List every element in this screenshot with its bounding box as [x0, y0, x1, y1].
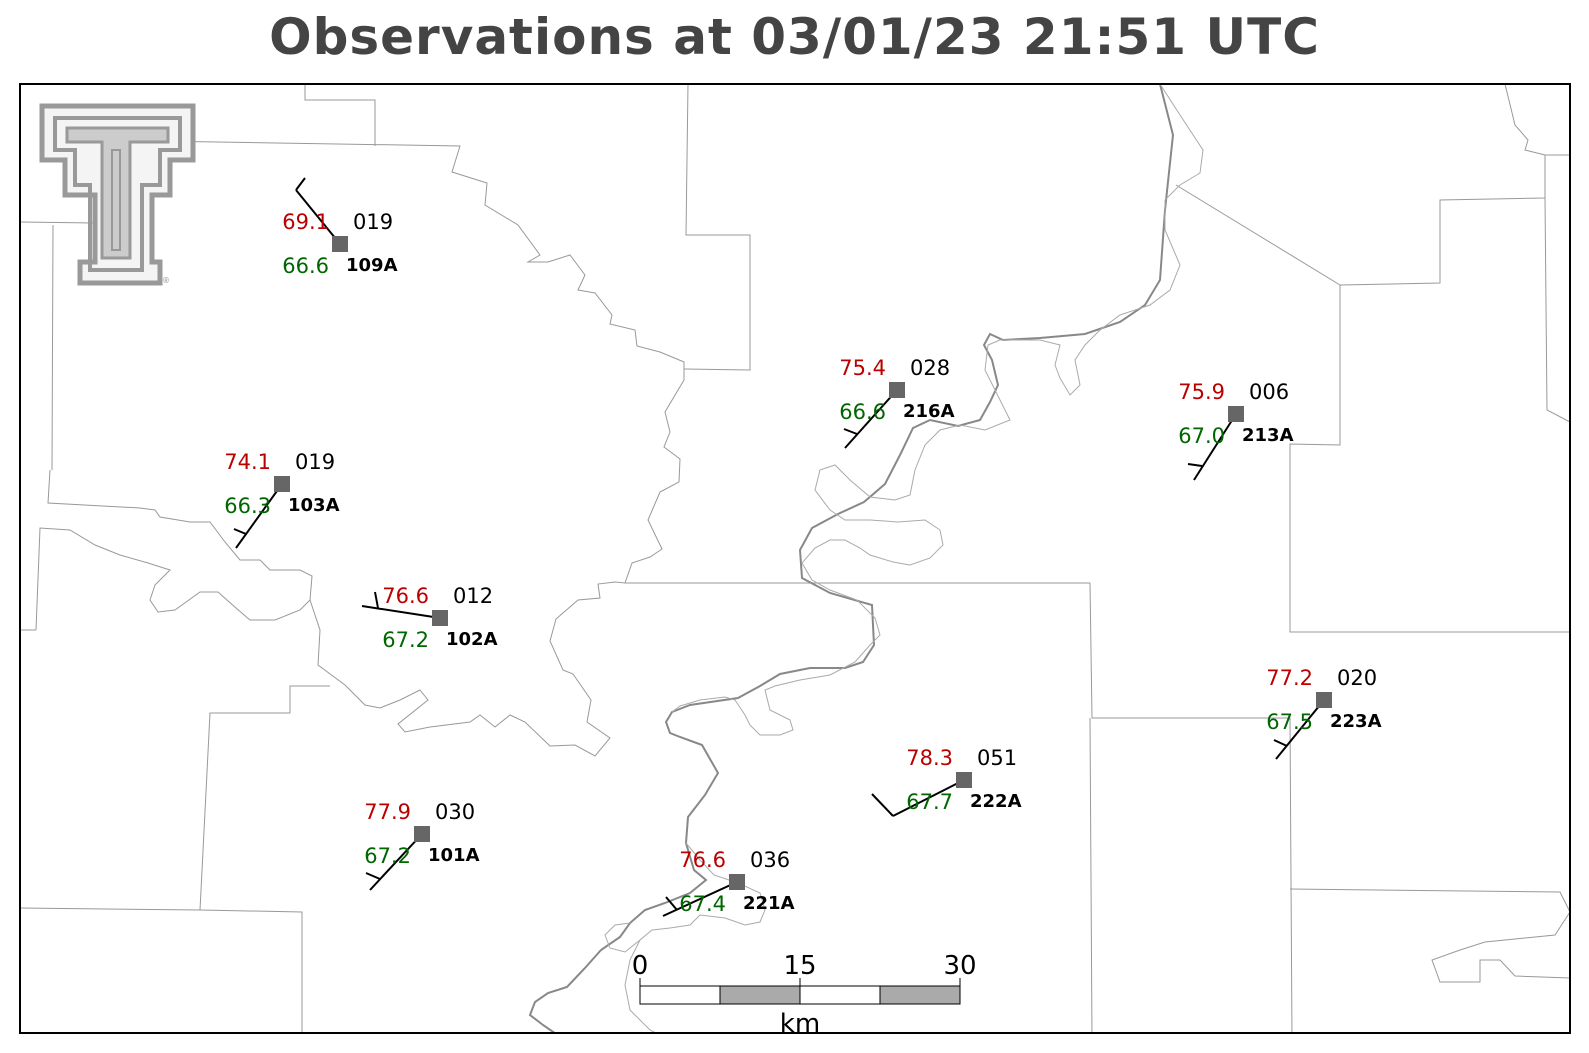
wind-barb-staff — [892, 779, 965, 817]
station-221A: 76.6 036 67.4 221A — [662, 848, 795, 917]
station-marker — [274, 476, 290, 492]
station-marker — [332, 236, 348, 252]
station-pressure: 019 — [353, 210, 393, 234]
scale-unit: km — [780, 1009, 820, 1039]
station-pressure: 020 — [1337, 666, 1377, 690]
map-frame — [19, 83, 1571, 1034]
station-222A: 78.3 051 67.7 222A — [871, 746, 1022, 817]
wind-barb-staff — [662, 881, 738, 917]
wind-barb-flag — [233, 528, 247, 535]
station-marker — [414, 826, 430, 842]
scale-tick-15: 15 — [783, 951, 816, 981]
registered-mark: ® — [162, 276, 170, 285]
station-temperature: 78.3 — [906, 746, 953, 770]
station-marker — [1228, 406, 1244, 422]
wind-barb-flag — [295, 177, 306, 191]
station-pressure: 012 — [453, 584, 493, 608]
station-id: 109A — [346, 255, 398, 276]
station-marker — [1316, 692, 1332, 708]
wind-barb-flag — [843, 428, 858, 435]
station-pressure: 019 — [295, 450, 335, 474]
scale-tick-0: 0 — [632, 951, 649, 981]
wind-barb-flag — [665, 896, 678, 911]
station-temperature: 77.2 — [1266, 666, 1313, 690]
scale-tick-30: 30 — [943, 951, 976, 981]
station-id: 213A — [1242, 425, 1294, 446]
wind-barb-staff — [295, 189, 341, 245]
wind-barb-flag — [1187, 463, 1203, 467]
station-dewpoint: 67.5 — [1266, 710, 1313, 734]
station-dewpoint: 67.0 — [1178, 424, 1225, 448]
wind-barb-staff — [844, 389, 898, 449]
wind-barb-staff — [235, 483, 283, 549]
station-dewpoint: 67.4 — [679, 892, 726, 916]
station-marker — [889, 382, 905, 398]
station-id: 223A — [1330, 711, 1382, 732]
station-pressure: 028 — [910, 356, 950, 380]
station-213A: 75.9 006 67.0 213A — [1178, 380, 1294, 481]
map-title: Observations at 03/01/23 21:51 UTC — [269, 8, 1320, 66]
station-marker — [432, 610, 448, 626]
station-id: 222A — [970, 791, 1022, 812]
wind-barb-staff — [1275, 699, 1325, 760]
station-temperature: 69.1 — [282, 210, 329, 234]
station-216A: 75.4 028 66.6 216A — [839, 356, 955, 449]
station-id: 102A — [446, 629, 498, 650]
station-pressure: 051 — [977, 746, 1017, 770]
station-223A: 77.2 020 67.5 223A — [1266, 666, 1382, 760]
wind-barb-staff — [361, 605, 441, 619]
wind-barb-staff — [369, 833, 423, 891]
wind-barb-staff — [1193, 413, 1237, 481]
station-dewpoint: 67.7 — [906, 790, 953, 814]
county-boundaries — [20, 84, 1570, 1033]
station-dewpoint: 66.3 — [224, 494, 271, 518]
station-103A: 74.1 019 66.3 103A — [224, 450, 340, 549]
station-temperature: 75.9 — [1178, 380, 1225, 404]
wind-barb-flag — [374, 591, 379, 609]
station-temperature: 74.1 — [224, 450, 271, 474]
station-dewpoint: 66.6 — [282, 254, 329, 278]
station-models: 69.1 019 66.6 109A 74.1 019 66.3 103A 76.6 012 67.… — [224, 177, 1382, 917]
station-pressure: 006 — [1249, 380, 1289, 404]
scale-bar: 0 15 30 km — [632, 951, 977, 1039]
texas-tech-double-t-logo-icon: ® — [39, 103, 196, 286]
station-id: 101A — [428, 845, 480, 866]
wind-barb-flag — [365, 872, 381, 880]
station-id: 216A — [903, 401, 955, 422]
station-temperature: 77.9 — [364, 800, 411, 824]
station-101A: 77.9 030 67.2 101A — [364, 800, 480, 891]
station-id: 221A — [743, 893, 795, 914]
station-id: 103A — [288, 495, 340, 516]
station-pressure: 036 — [750, 848, 790, 872]
river-lines — [528, 84, 1204, 1033]
station-109A: 69.1 019 66.6 109A — [282, 177, 398, 278]
station-marker — [956, 772, 972, 788]
wind-barb-flag — [871, 793, 894, 817]
station-temperature: 76.6 — [679, 848, 726, 872]
wind-barb-flag — [1273, 739, 1288, 747]
station-marker — [729, 874, 745, 890]
station-temperature: 76.6 — [382, 584, 429, 608]
station-dewpoint: 67.2 — [364, 844, 411, 868]
station-temperature: 75.4 — [839, 356, 886, 380]
station-dewpoint: 67.2 — [382, 628, 429, 652]
station-102A: 76.6 012 67.2 102A — [361, 584, 498, 652]
station-pressure: 030 — [435, 800, 475, 824]
station-dewpoint: 66.6 — [839, 400, 886, 424]
